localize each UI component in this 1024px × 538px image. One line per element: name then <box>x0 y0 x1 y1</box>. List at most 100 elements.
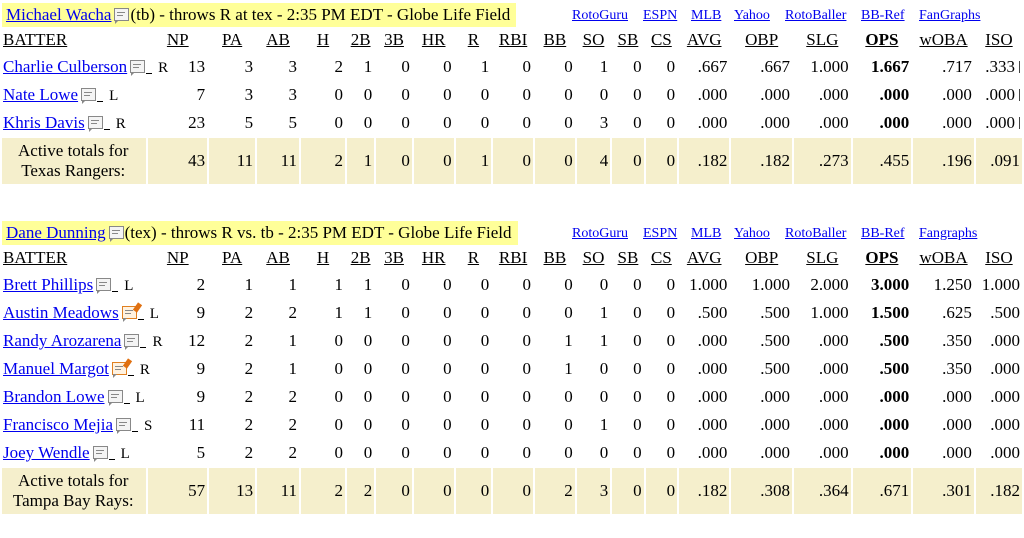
totals-label-line1: Active totals for <box>18 471 129 490</box>
col-header-obp[interactable]: OBP <box>745 30 779 49</box>
link-bbref[interactable]: BB-Ref <box>861 8 905 23</box>
col-header-h[interactable]: H <box>316 248 330 267</box>
link-rotoballer[interactable]: RotoBaller <box>785 8 847 23</box>
stat-woba: 1.250 <box>933 275 972 294</box>
col-header-iso[interactable]: ISO <box>985 30 1013 49</box>
notes-icon[interactable] <box>107 390 123 406</box>
pitcher-name-link[interactable]: Dane Dunning <box>6 223 106 242</box>
link-mlb[interactable]: MLB <box>691 226 722 241</box>
pitcher-name-link[interactable]: Michael Wacha <box>6 5 112 24</box>
link-espn[interactable]: ESPN <box>643 226 678 241</box>
link-fangraphs[interactable]: Fangraphs <box>919 226 978 241</box>
col-header-iso[interactable]: ISO <box>985 248 1013 267</box>
col-header-sb[interactable]: SB <box>617 248 639 267</box>
col-header-ab[interactable]: AB <box>266 248 290 267</box>
col-header-slg[interactable]: SLG <box>806 248 839 267</box>
col-header-h[interactable]: H <box>316 30 330 49</box>
notes-icon[interactable] <box>81 88 97 104</box>
link-rotoguru[interactable]: RotoGuru <box>572 226 628 241</box>
stat-pa: 5 <box>244 113 254 132</box>
col-header-cs[interactable]: CS <box>650 30 672 49</box>
batter-name-link[interactable]: Brandon Lowe <box>3 387 105 406</box>
link-yahoo[interactable]: Yahoo <box>734 8 770 23</box>
col-header-ab[interactable]: AB <box>266 30 290 49</box>
stat-woba: .350 <box>942 359 972 378</box>
notes-icon-tail <box>117 430 121 434</box>
col-header-woba[interactable]: wOBA <box>919 30 968 49</box>
stat-r: 0 <box>480 85 490 104</box>
news-notes-icon[interactable] <box>111 358 133 378</box>
batter-name-link[interactable]: Nate Lowe <box>3 85 79 104</box>
batter-name-link[interactable]: Joey Wendle <box>3 443 90 462</box>
notes-icon[interactable] <box>87 116 103 132</box>
total-r: 1 <box>455 138 492 184</box>
stat-woba: .000 <box>942 415 972 434</box>
notes-icon[interactable] <box>92 446 108 462</box>
total-avg: .182 <box>679 468 730 514</box>
col-header-avg[interactable]: AVG <box>686 30 722 49</box>
stat-3b: 0 <box>401 443 410 462</box>
link-mlb[interactable]: MLB <box>691 8 722 23</box>
col-header-r[interactable]: R <box>467 248 480 267</box>
link-fangraphs[interactable]: FanGraphs <box>919 8 981 23</box>
batter-name-link[interactable]: Austin Meadows <box>3 303 119 322</box>
col-header-pa[interactable]: PA <box>222 30 243 49</box>
batter-name-link[interactable]: Randy Arozarena <box>3 331 122 350</box>
col-header-sb[interactable]: SB <box>617 30 639 49</box>
col-header-avg[interactable]: AVG <box>686 248 722 267</box>
col-header-cs[interactable]: CS <box>650 248 672 267</box>
game-section-rays: Dane Dunning (tex) - throws R vs. tb - 2:… <box>0 218 1024 516</box>
col-header-2b[interactable]: 2B <box>350 30 371 49</box>
col-header-3b[interactable]: 3B <box>384 248 404 267</box>
batter-stats-table: BATTER NP PA AB H 2B 3B HR R RBI BB SO SB CS AVG OBP SLG… <box>0 244 1024 516</box>
stat-iso: .000 <box>990 359 1020 378</box>
col-header-hr[interactable]: HR <box>421 30 446 49</box>
col-header-bb[interactable]: BB <box>543 248 567 267</box>
notes-icon[interactable] <box>130 60 146 76</box>
link-espn[interactable]: ESPN <box>643 8 678 23</box>
total-slg: .273 <box>794 138 851 184</box>
col-header-np[interactable]: NP <box>166 248 189 267</box>
col-header-np[interactable]: NP <box>166 30 189 49</box>
notes-icon[interactable] <box>114 8 130 24</box>
batter-name-link[interactable]: Brett Phillips <box>3 275 94 294</box>
batter-name-link[interactable]: Charlie Culberson <box>3 57 128 76</box>
batter-name-link[interactable]: Manuel Margot <box>3 359 109 378</box>
link-yahoo[interactable]: Yahoo <box>734 226 770 241</box>
col-header-hr[interactable]: HR <box>421 248 446 267</box>
col-header-woba[interactable]: wOBA <box>919 248 968 267</box>
col-header-rbi[interactable]: RBI <box>498 30 528 49</box>
col-header-slg[interactable]: SLG <box>806 30 839 49</box>
col-header-bb[interactable]: BB <box>543 30 567 49</box>
batter-name-link[interactable]: Khris Davis <box>3 113 85 132</box>
link-rotoguru[interactable]: RotoGuru <box>572 8 628 23</box>
col-header-batter[interactable]: BATTER <box>3 30 68 49</box>
totals-label-line2: Tampa Bay Rays: <box>12 491 134 510</box>
stat-avg: .000 <box>697 331 728 350</box>
col-header-pa[interactable]: PA <box>222 248 243 267</box>
col-header-ops[interactable]: OPS <box>865 30 899 49</box>
batter-name-link[interactable]: Francisco Mejia <box>3 415 113 434</box>
col-header-obp[interactable]: OBP <box>745 248 779 267</box>
news-notes-icon[interactable] <box>121 302 142 322</box>
stat-hr: 0 <box>443 359 452 378</box>
col-header-ops[interactable]: OPS <box>865 248 899 267</box>
col-header-3b[interactable]: 3B <box>384 30 404 49</box>
col-header-so[interactable]: SO <box>582 248 605 267</box>
notes-icon[interactable] <box>96 278 112 294</box>
stat-pa: 1 <box>244 275 254 294</box>
stat-ab: 2 <box>288 415 298 434</box>
total-cs: 0 <box>645 138 678 184</box>
stat-pa: 2 <box>244 359 254 378</box>
col-header-so[interactable]: SO <box>582 30 605 49</box>
col-header-batter[interactable]: BATTER <box>3 248 68 267</box>
notes-icon[interactable] <box>124 334 140 350</box>
notes-icon[interactable] <box>108 226 124 242</box>
link-rotoballer[interactable]: RotoBaller <box>785 226 847 241</box>
col-header-rbi[interactable]: RBI <box>498 248 528 267</box>
col-header-r[interactable]: R <box>467 30 480 49</box>
notes-icon[interactable] <box>116 418 131 434</box>
col-header-2b[interactable]: 2B <box>350 248 371 267</box>
stat-so: 1 <box>599 57 609 76</box>
link-bbref[interactable]: BB-Ref <box>861 226 905 241</box>
